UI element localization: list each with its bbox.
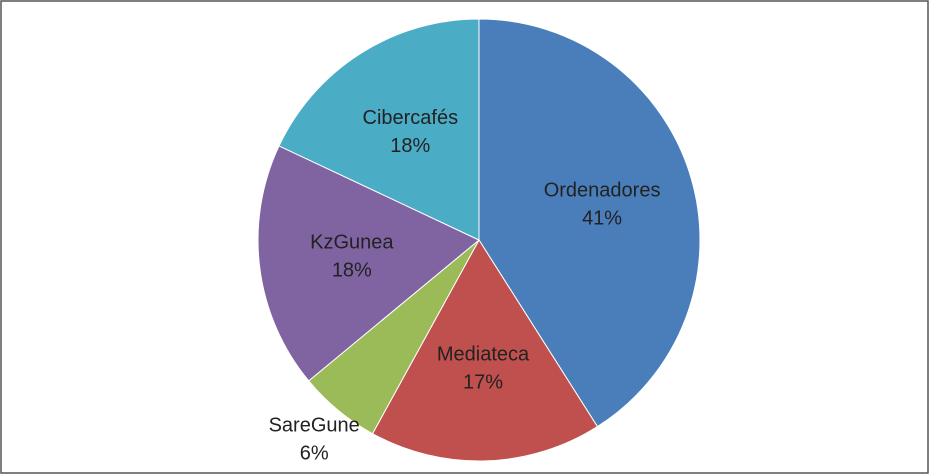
slice-label: SareGune [269, 415, 360, 437]
slice-label: Cibercafés [363, 107, 459, 129]
slice-label: KzGunea [310, 231, 394, 253]
slice-label: Ordenadores [544, 180, 661, 202]
slice-value-label: 17% [463, 371, 503, 393]
pie-slice [257, 145, 480, 382]
slice-value-label: 18% [332, 259, 372, 281]
pie-slice [278, 18, 480, 241]
slice-label: Mediateca [437, 343, 530, 365]
pie-slice [478, 18, 701, 428]
pie-slice [371, 239, 599, 462]
slice-value-label: 18% [390, 135, 430, 157]
slice-value-label: 6% [300, 443, 329, 465]
slice-value-label: 41% [582, 208, 622, 230]
